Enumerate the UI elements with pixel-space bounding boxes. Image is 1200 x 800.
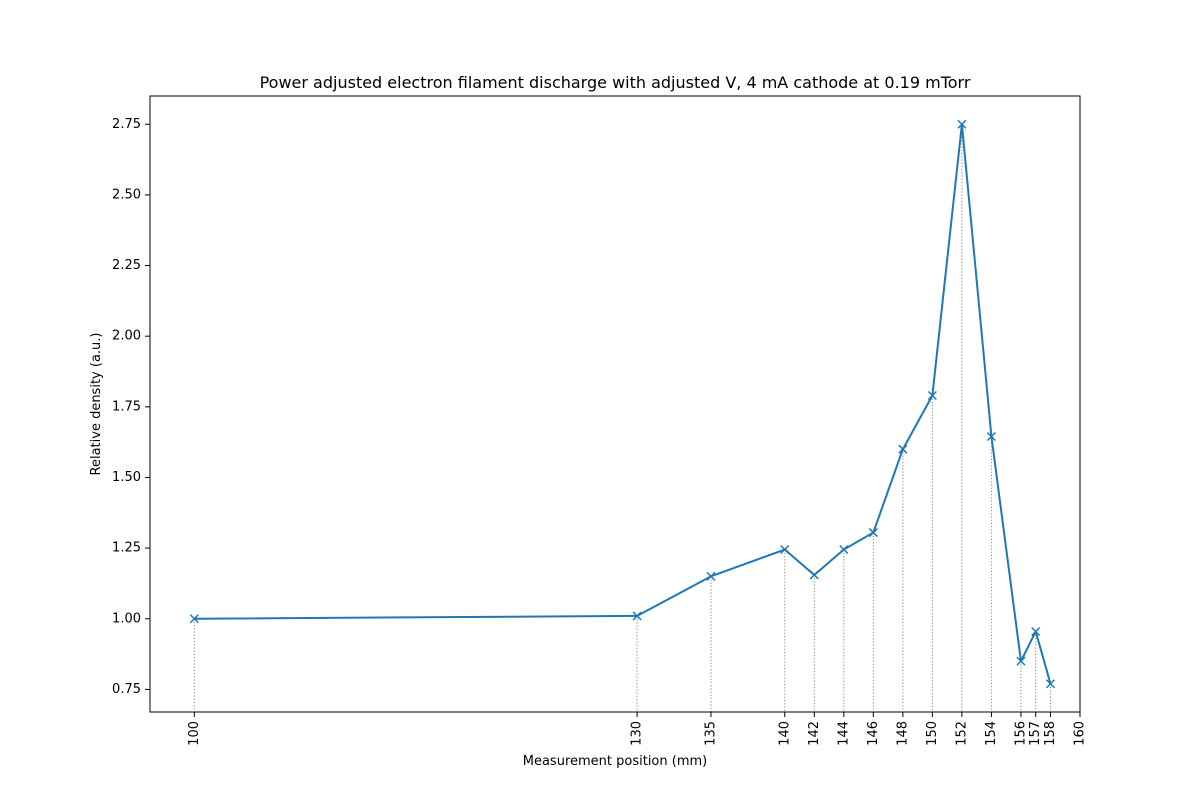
y-tick-label: 2.75 — [112, 117, 141, 132]
y-tick-label: 1.00 — [112, 611, 141, 626]
series-layer — [189, 119, 1056, 689]
plot-frame — [149, 95, 1081, 713]
x-tick-label: 140 — [777, 721, 792, 746]
x-tick-label: 130 — [630, 721, 645, 746]
y-axis-label: Relative density (a.u.) — [89, 333, 104, 476]
data-point-marker — [632, 611, 642, 621]
x-tick-label: 152 — [954, 721, 969, 746]
y-tick-label: 2.00 — [112, 329, 141, 344]
x-tick-label: 135 — [703, 721, 718, 746]
series-line — [194, 123, 1052, 685]
y-tick-label: 1.75 — [112, 399, 141, 414]
data-point-marker — [986, 431, 996, 442]
x-tick-label: 157 — [1028, 721, 1043, 746]
data-point-marker — [1016, 656, 1026, 666]
data-point-marker — [957, 119, 967, 129]
x-tick-label: 100 — [187, 721, 202, 746]
y-axis: 0.75 1.00 1.25 1.50 1.75 2.00 2.25 2.50 2.75 — [112, 117, 150, 697]
y-tick-label: 1.25 — [112, 541, 141, 556]
chart-title: Power adjusted electron filament dischar… — [260, 73, 971, 92]
drop-lines — [193, 124, 1051, 712]
data-point-marker — [927, 390, 937, 401]
x-tick-label: 148 — [895, 721, 910, 746]
data-point-marker — [1045, 679, 1056, 689]
x-tick-label: 156 — [1013, 721, 1028, 746]
data-point-marker — [706, 571, 716, 581]
x-axis: 100 130 135 140 142 144 146 148 150 152 154 156 157 1… — [187, 712, 1088, 746]
x-tick-label: 160 — [1073, 721, 1088, 746]
y-tick-label: 0.75 — [112, 682, 141, 697]
data-point-marker — [839, 544, 849, 555]
data-point-marker — [809, 570, 819, 580]
y-tick-label: 2.25 — [112, 258, 141, 273]
data-point-marker — [1031, 626, 1041, 636]
x-axis-label: Measurement position (mm) — [523, 754, 707, 769]
x-tick-label: 154 — [984, 721, 999, 746]
x-tick-label: 150 — [925, 721, 940, 746]
x-tick-label: 144 — [836, 721, 851, 746]
x-tick-label: 146 — [866, 721, 881, 746]
data-point-marker — [868, 528, 878, 538]
x-tick-label: 142 — [807, 721, 822, 746]
x-tick-label: 158 — [1043, 721, 1058, 746]
data-point-marker — [780, 544, 790, 555]
data-point-marker — [189, 614, 199, 624]
y-tick-label: 2.50 — [112, 187, 141, 202]
y-tick-label: 1.50 — [112, 470, 141, 485]
data-point-marker — [898, 444, 908, 454]
